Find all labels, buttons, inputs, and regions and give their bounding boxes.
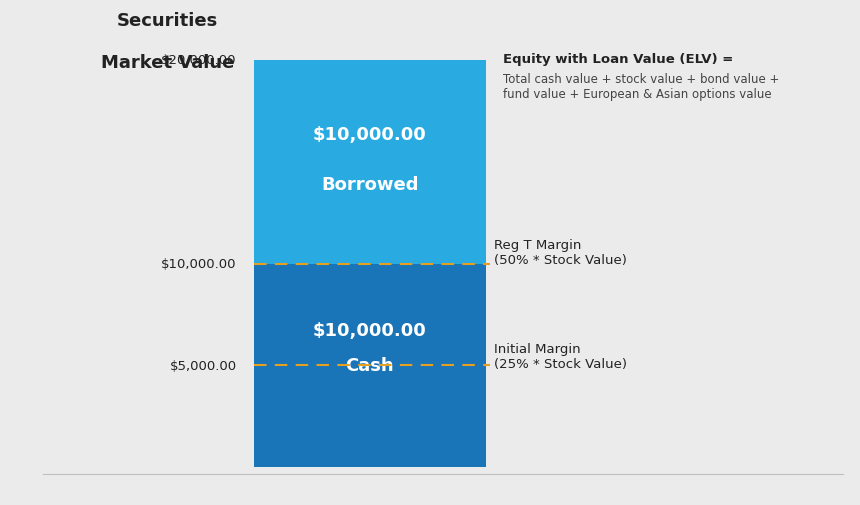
Text: Equity with Loan Value (ELV) =: Equity with Loan Value (ELV) = bbox=[503, 53, 734, 66]
Text: $10,000.00: $10,000.00 bbox=[313, 321, 427, 339]
Text: Initial Margin
(25% * Stock Value): Initial Margin (25% * Stock Value) bbox=[494, 342, 628, 370]
Text: Cash: Cash bbox=[346, 357, 394, 375]
Text: Total cash value + stock value + bond value +
fund value + European & Asian opti: Total cash value + stock value + bond va… bbox=[503, 73, 779, 101]
Text: Securities: Securities bbox=[117, 12, 218, 30]
Text: Reg T Margin
(50% * Stock Value): Reg T Margin (50% * Stock Value) bbox=[494, 238, 628, 267]
Text: Borrowed: Borrowed bbox=[321, 176, 419, 194]
Text: $5,000.00: $5,000.00 bbox=[169, 359, 237, 372]
Text: Market Value: Market Value bbox=[101, 54, 235, 72]
Text: $10,000.00: $10,000.00 bbox=[313, 126, 427, 143]
Text: $20,000.00: $20,000.00 bbox=[161, 54, 236, 67]
Bar bbox=[254, 264, 486, 467]
Text: $10,000.00: $10,000.00 bbox=[161, 258, 236, 271]
Bar bbox=[254, 61, 486, 264]
